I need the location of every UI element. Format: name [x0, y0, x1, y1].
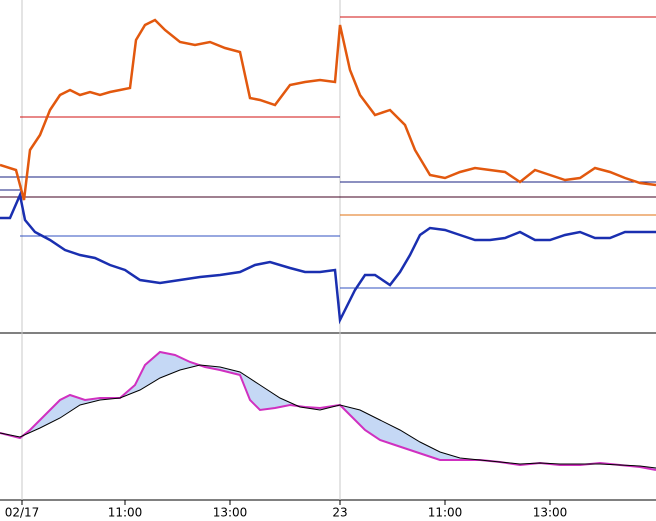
x-tick-label: 02/17: [5, 506, 40, 520]
x-tick-label: 13:00: [213, 506, 248, 520]
oscillator-line: [0, 350, 656, 471]
x-tick-label: 11:00: [108, 506, 143, 520]
price-line: [0, 18, 656, 201]
oscillator-line: [0, 364, 656, 469]
x-tick-label: 11:00: [428, 506, 463, 520]
x-tick-label: 13:00: [533, 506, 568, 520]
x-tick-label: 23: [332, 506, 347, 520]
price-line: [0, 190, 656, 325]
oscillator-fill: [0, 352, 656, 470]
